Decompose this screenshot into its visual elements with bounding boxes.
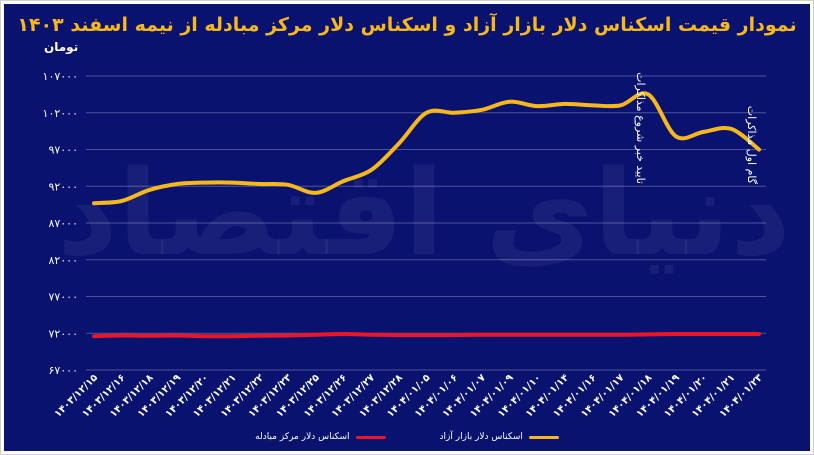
legend-label-free-market: اسکناس دلار بازار آزاد [439, 432, 523, 442]
series-line-exchange-center [92, 331, 761, 339]
annotation-label: گام اول مذاکرات [745, 106, 758, 185]
y-tick-label: ۱۰۲۰۰۰ [43, 107, 78, 120]
chart-title: نمودار قیمت اسکناس دلار بازار آزاد و اسک… [17, 14, 797, 36]
y-axis-unit-label: تومان [44, 40, 79, 54]
legend-swatch-free-market [528, 435, 559, 439]
y-tick-label: ۸۲۰۰۰ [48, 254, 78, 267]
y-tick-label: ۹۷۰۰۰ [48, 144, 78, 157]
legend-label-exchange-center: اسکناس دلار مرکز مبادله [255, 432, 350, 442]
y-tick-label: ۹۲۰۰۰ [48, 180, 78, 193]
y-tick-label: ۷۷۰۰۰ [48, 291, 78, 304]
y-tick-label: ۶۷۰۰۰ [48, 364, 78, 377]
series-line-free-market [92, 91, 761, 206]
line-chart: دنیای اقتصاد ۶۷۰۰۰ ۷۲۰۰۰ ۷۷۰۰۰ ۸۲۰۰۰ ۸۷۰۰۰ ۹۲… [43, 70, 791, 420]
annotation-label: تایید خبر شروع مذاکرات [634, 72, 647, 184]
y-tick-label: ۱۰۷۰۰۰ [43, 70, 78, 83]
legend-item-free-market: اسکناس دلار بازار آزاد [440, 432, 559, 442]
chart-panel: نمودار قیمت اسکناس دلار بازار آزاد و اسک… [4, 4, 810, 451]
y-tick-label: ۸۷۰۰۰ [48, 217, 78, 230]
legend-swatch-exchange-center [355, 435, 386, 439]
legend-item-exchange-center: اسکناس دلار مرکز مبادله [255, 432, 386, 442]
chart-legend: اسکناس دلار بازار آزاد اسکناس دلار مرکز … [4, 432, 810, 442]
watermark-text: دنیای اقتصاد [57, 144, 791, 282]
y-tick-label: ۷۲۰۰۰ [48, 327, 78, 340]
